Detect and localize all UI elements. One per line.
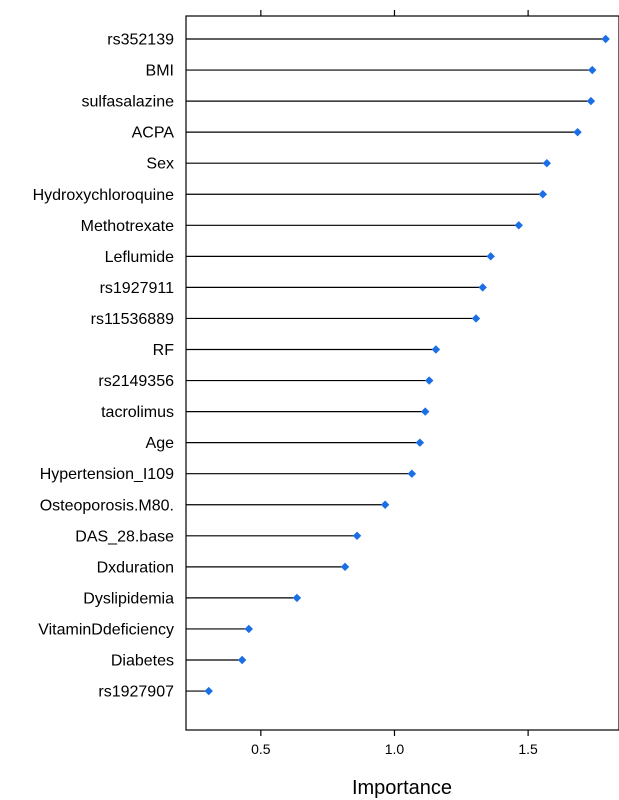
data-point [415, 438, 425, 447]
category-label: sulfasalazine [82, 94, 175, 111]
category-label: Hypertension_I109 [40, 466, 174, 483]
data-point [425, 376, 434, 385]
x-tick-label: 1.5 [518, 741, 538, 757]
data-point [244, 624, 254, 634]
category-label: Dxduration [97, 559, 174, 576]
category-label: Methotrexate [81, 218, 174, 235]
data-point [421, 407, 430, 416]
data-point [478, 283, 487, 292]
x-tick-label: 1.0 [385, 741, 405, 757]
data-point [352, 531, 362, 540]
data-point [538, 190, 548, 199]
category-label: tacrolimus [101, 404, 174, 421]
data-point [340, 562, 350, 572]
data-point [573, 127, 582, 137]
data-point [588, 65, 597, 75]
category-label: Sex [146, 156, 174, 173]
data-point [471, 314, 481, 323]
category-label: Hydroxychloroquine [33, 187, 175, 204]
category-label: Age [146, 435, 175, 452]
category-label: BMI [146, 63, 174, 80]
x-ticks: 0.5 1.0 1.5 [251, 10, 538, 757]
data-point [514, 221, 523, 230]
data-point [204, 686, 213, 696]
category-label: rs352139 [107, 32, 174, 49]
category-label: Leflumide [105, 249, 174, 266]
plot-frame [185, 15, 619, 731]
data-rows: rs352139 BMI sulfasalazine ACPA Sex Hydroxych… [33, 32, 610, 701]
category-label: VitaminDdeficiency [38, 621, 174, 638]
category-label: RF [153, 342, 175, 359]
data-point [586, 96, 596, 106]
data-point [431, 345, 441, 354]
category-label: DAS_28.base [75, 528, 174, 545]
data-point [237, 655, 247, 665]
data-point [407, 469, 417, 478]
category-label: rs1927907 [98, 684, 174, 701]
category-label: rs1927911 [100, 280, 175, 297]
category-label: Diabetes [111, 653, 174, 670]
category-label: rs11536889 [91, 311, 174, 328]
category-label: Dyslipidemia [83, 590, 174, 607]
x-tick-label: 0.5 [251, 741, 271, 757]
category-label: rs2149356 [98, 373, 174, 390]
data-point [292, 593, 302, 603]
x-axis-title: Importance [352, 777, 452, 799]
data-point [486, 252, 495, 261]
data-point [601, 34, 610, 44]
data-point [380, 500, 390, 509]
category-label: Osteoporosis.M80. [40, 497, 174, 514]
data-point [542, 159, 552, 168]
category-label: ACPA [132, 125, 175, 142]
